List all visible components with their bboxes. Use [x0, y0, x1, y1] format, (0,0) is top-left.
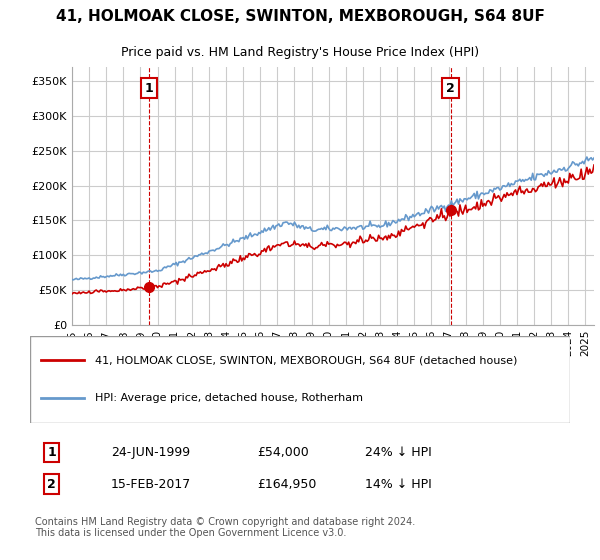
Text: 15-FEB-2017: 15-FEB-2017	[111, 478, 191, 491]
Text: 2: 2	[446, 82, 455, 95]
Text: £164,950: £164,950	[257, 478, 316, 491]
Text: HPI: Average price, detached house, Rotherham: HPI: Average price, detached house, Roth…	[95, 394, 363, 404]
Text: £54,000: £54,000	[257, 446, 308, 459]
Text: 41, HOLMOAK CLOSE, SWINTON, MEXBOROUGH, S64 8UF: 41, HOLMOAK CLOSE, SWINTON, MEXBOROUGH, …	[56, 10, 544, 24]
Text: Price paid vs. HM Land Registry's House Price Index (HPI): Price paid vs. HM Land Registry's House …	[121, 46, 479, 59]
Text: Contains HM Land Registry data © Crown copyright and database right 2024.
This d: Contains HM Land Registry data © Crown c…	[35, 517, 416, 538]
Text: 41, HOLMOAK CLOSE, SWINTON, MEXBOROUGH, S64 8UF (detached house): 41, HOLMOAK CLOSE, SWINTON, MEXBOROUGH, …	[95, 355, 517, 365]
Text: 24% ↓ HPI: 24% ↓ HPI	[365, 446, 431, 459]
FancyBboxPatch shape	[30, 336, 570, 423]
Text: 24-JUN-1999: 24-JUN-1999	[111, 446, 190, 459]
Text: 1: 1	[144, 82, 153, 95]
Text: 1: 1	[47, 446, 56, 459]
Text: 2: 2	[47, 478, 56, 491]
Text: 14% ↓ HPI: 14% ↓ HPI	[365, 478, 431, 491]
